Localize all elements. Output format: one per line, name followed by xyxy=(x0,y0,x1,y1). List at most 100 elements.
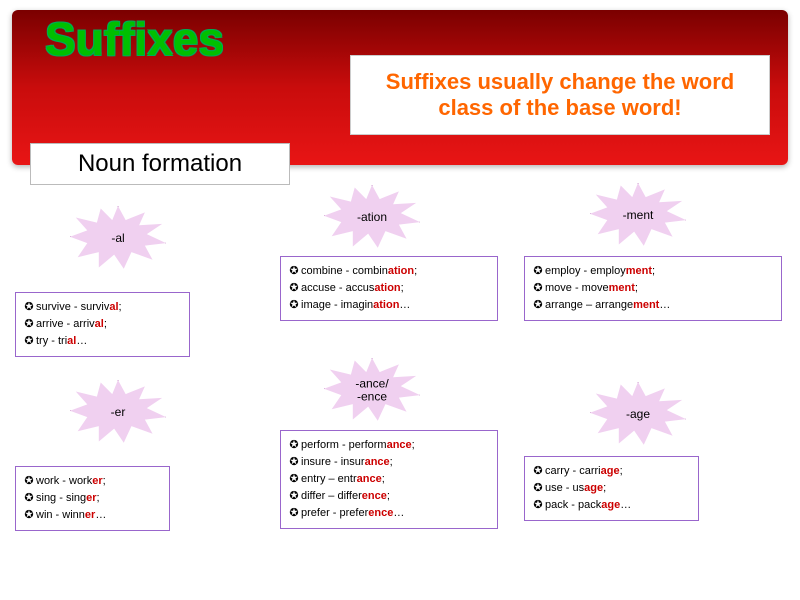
example-text: sing - singer; xyxy=(36,490,100,507)
suffix-highlight: ation xyxy=(373,299,399,311)
bullet-icon: ✪ xyxy=(22,507,36,524)
suffix-highlight: er xyxy=(85,509,95,521)
suffix-highlight: al xyxy=(109,301,118,313)
noun-formation-label: Noun formation xyxy=(30,143,290,185)
star-al: -al xyxy=(70,206,166,270)
example-text: perform - performance; xyxy=(301,437,415,454)
star-ation-label: -ation xyxy=(357,210,387,224)
bullet-icon: ✪ xyxy=(287,297,301,314)
suffix-highlight: ment xyxy=(626,265,652,277)
suffix-highlight: al xyxy=(67,335,76,347)
suffix-highlight: ation xyxy=(388,265,414,277)
suffix-highlight: ation xyxy=(374,282,400,294)
example-text: insure - insurance; xyxy=(301,454,393,471)
example-text: image - imagination… xyxy=(301,297,410,314)
suffix-highlight: age xyxy=(601,499,620,511)
bullet-icon: ✪ xyxy=(531,297,545,314)
bullet-icon: ✪ xyxy=(287,280,301,297)
list-item: ✪accuse - accusation; xyxy=(287,280,489,297)
example-text: prefer - preference… xyxy=(301,505,404,522)
bullet-icon: ✪ xyxy=(22,490,36,507)
list-item: ✪move - movement; xyxy=(531,280,773,297)
bullet-icon: ✪ xyxy=(287,488,301,505)
bullet-icon: ✪ xyxy=(22,333,36,350)
suffix-highlight: ence xyxy=(368,507,393,519)
suffix-highlight: ance xyxy=(365,456,390,468)
bullet-icon: ✪ xyxy=(287,505,301,522)
list-item: ✪entry – entrance; xyxy=(287,471,489,488)
star-age-label: -age xyxy=(626,407,650,421)
list-item: ✪image - imagination… xyxy=(287,297,489,314)
list-item: ✪try - trial… xyxy=(22,333,181,350)
star-ance-label: -ance/-ence xyxy=(355,377,388,402)
box-al: ✪survive - survival;✪arrive - arrival;✪t… xyxy=(15,292,190,357)
bullet-icon: ✪ xyxy=(287,437,301,454)
example-text: work - worker; xyxy=(36,473,106,490)
suffix-highlight: ence xyxy=(362,490,387,502)
suffix-highlight: ment xyxy=(609,282,635,294)
list-item: ✪arrange – arrangement… xyxy=(531,297,773,314)
page-title: Suffixes xyxy=(45,12,224,66)
list-item: ✪carry - carriage; xyxy=(531,463,690,480)
bullet-icon: ✪ xyxy=(531,280,545,297)
box-er: ✪work - worker;✪sing - singer;✪win - win… xyxy=(15,466,170,531)
star-ment-label: -ment xyxy=(623,208,654,222)
bullet-icon: ✪ xyxy=(287,454,301,471)
list-item: ✪differ – difference; xyxy=(287,488,489,505)
example-text: use - usage; xyxy=(545,480,606,497)
bullet-icon: ✪ xyxy=(287,471,301,488)
suffix-highlight: al xyxy=(95,318,104,330)
noun-formation-text: Noun formation xyxy=(78,150,242,178)
example-text: arrive - arrival; xyxy=(36,316,107,333)
star-al-label: -al xyxy=(111,231,124,245)
box-ation: ✪combine - combination;✪accuse - accusat… xyxy=(280,256,498,321)
star-age: -age xyxy=(590,382,686,446)
list-item: ✪survive - survival; xyxy=(22,299,181,316)
list-item: ✪use - usage; xyxy=(531,480,690,497)
subtitle-text: Suffixes usually change the word class o… xyxy=(369,69,751,122)
subtitle-box: Suffixes usually change the word class o… xyxy=(350,55,770,135)
suffix-highlight: ment xyxy=(633,299,659,311)
suffix-highlight: age xyxy=(584,482,603,494)
example-text: accuse - accusation; xyxy=(301,280,404,297)
suffix-highlight: ance xyxy=(357,473,382,485)
list-item: ✪work - worker; xyxy=(22,473,161,490)
list-item: ✪perform - performance; xyxy=(287,437,489,454)
example-text: differ – difference; xyxy=(301,488,390,505)
box-ance: ✪perform - performance;✪insure - insuran… xyxy=(280,430,498,529)
list-item: ✪combine - combination; xyxy=(287,263,489,280)
suffix-highlight: ance xyxy=(387,439,412,451)
list-item: ✪employ - employment; xyxy=(531,263,773,280)
bullet-icon: ✪ xyxy=(531,480,545,497)
bullet-icon: ✪ xyxy=(531,463,545,480)
example-text: move - movement; xyxy=(545,280,638,297)
bullet-icon: ✪ xyxy=(287,263,301,280)
star-ment: -ment xyxy=(590,183,686,247)
example-text: pack - package… xyxy=(545,497,631,514)
box-age: ✪carry - carriage;✪use - usage;✪pack - p… xyxy=(524,456,699,521)
suffix-highlight: er xyxy=(86,492,96,504)
example-text: try - trial… xyxy=(36,333,87,350)
star-er: -er xyxy=(70,380,166,444)
example-text: combine - combination; xyxy=(301,263,417,280)
bullet-icon: ✪ xyxy=(531,497,545,514)
list-item: ✪win - winner… xyxy=(22,507,161,524)
example-text: employ - employment; xyxy=(545,263,655,280)
star-ation: -ation xyxy=(324,185,420,249)
list-item: ✪insure - insurance; xyxy=(287,454,489,471)
box-ment: ✪employ - employment;✪move - movement;✪a… xyxy=(524,256,782,321)
example-text: survive - survival; xyxy=(36,299,122,316)
list-item: ✪sing - singer; xyxy=(22,490,161,507)
bullet-icon: ✪ xyxy=(531,263,545,280)
suffix-highlight: age xyxy=(601,465,620,477)
example-text: entry – entrance; xyxy=(301,471,385,488)
bullet-icon: ✪ xyxy=(22,299,36,316)
bullet-icon: ✪ xyxy=(22,316,36,333)
example-text: win - winner… xyxy=(36,507,106,524)
star-ance: -ance/-ence xyxy=(324,358,420,422)
star-er-label: -er xyxy=(111,405,126,419)
list-item: ✪pack - package… xyxy=(531,497,690,514)
example-text: carry - carriage; xyxy=(545,463,623,480)
suffix-highlight: er xyxy=(92,475,102,487)
list-item: ✪arrive - arrival; xyxy=(22,316,181,333)
